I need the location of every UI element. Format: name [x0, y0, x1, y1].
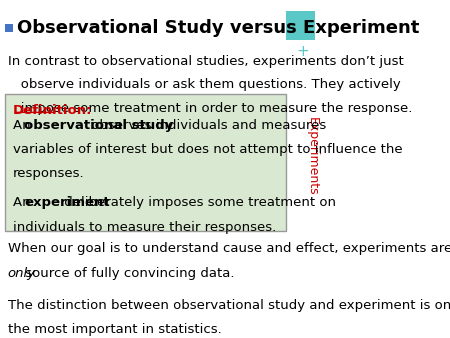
Text: observational study: observational study — [24, 119, 174, 132]
Text: When our goal is to understand cause and effect, experiments are the: When our goal is to understand cause and… — [8, 242, 450, 256]
Text: observe individuals or ask them questions. They actively: observe individuals or ask them question… — [8, 78, 400, 91]
Text: impose some treatment in order to measure the response.: impose some treatment in order to measur… — [8, 102, 412, 115]
Text: individuals to measure their responses.: individuals to measure their responses. — [13, 221, 276, 234]
Text: An: An — [13, 119, 34, 132]
Text: observes individuals and measures: observes individuals and measures — [87, 119, 326, 132]
Text: source of fully convincing data.: source of fully convincing data. — [21, 267, 234, 280]
Text: variables of interest but does not attempt to influence the: variables of interest but does not attem… — [13, 143, 402, 156]
Text: responses.: responses. — [13, 167, 84, 180]
Text: only: only — [8, 267, 36, 280]
Text: Definition:: Definition: — [13, 104, 92, 117]
Text: In contrast to observational studies, experiments don’t just: In contrast to observational studies, ex… — [8, 55, 404, 68]
Text: experiment: experiment — [24, 196, 110, 210]
FancyBboxPatch shape — [287, 11, 315, 40]
Text: Observational Study versus Experiment: Observational Study versus Experiment — [17, 19, 419, 37]
Text: +: + — [296, 44, 309, 59]
Text: An: An — [13, 196, 34, 210]
Text: Experiments: Experiments — [306, 117, 319, 196]
FancyBboxPatch shape — [4, 94, 287, 231]
Text: The distinction between observational study and experiment is one of: The distinction between observational st… — [8, 299, 450, 312]
Text: the most important in statistics.: the most important in statistics. — [8, 323, 221, 336]
Text: deliberately imposes some treatment on: deliberately imposes some treatment on — [60, 196, 336, 210]
FancyBboxPatch shape — [4, 24, 13, 32]
